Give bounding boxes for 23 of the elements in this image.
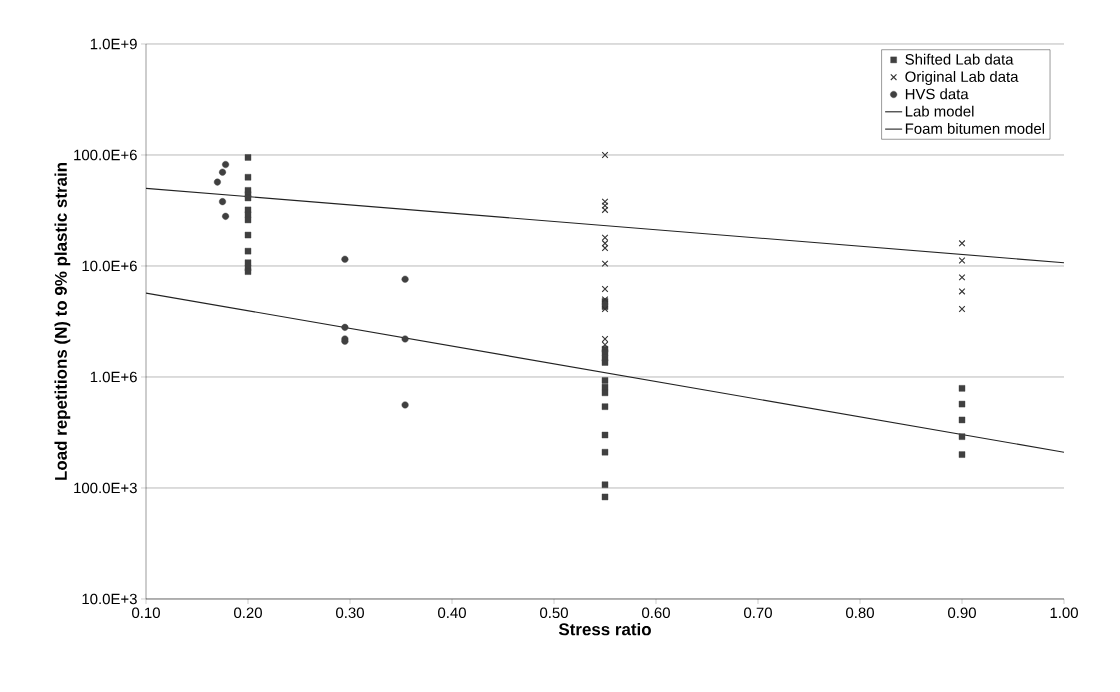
legend-label: HVS data xyxy=(905,88,969,100)
legend-label: Foam bitumen model xyxy=(905,122,1045,134)
y-tick-label: 1.0E+9 xyxy=(90,38,137,50)
x-tick-label: 0.70 xyxy=(744,607,772,619)
x-tick-label: 0.10 xyxy=(132,607,160,619)
x-tick-label: 0.30 xyxy=(336,607,364,619)
y-tick-label: 100.0E+3 xyxy=(74,482,137,494)
x-axis-title: Stress ratio xyxy=(558,622,651,636)
legend-label: Original Lab data xyxy=(905,71,1019,85)
x-tick-label: 0.80 xyxy=(846,607,874,619)
legend-label: Shifted Lab data xyxy=(905,53,1014,65)
y-tick-label: 100.0E+6 xyxy=(74,149,137,161)
y-axis-title: Load repetitions (N) to 9% plastic strain xyxy=(54,163,71,480)
x-tick-label: 0.60 xyxy=(642,607,670,619)
x-tick-label: 0.90 xyxy=(948,607,976,619)
x-tick-label: 0.40 xyxy=(438,607,466,619)
y-tick-label: 10.0E+3 xyxy=(82,593,137,605)
x-tick-label: 0.50 xyxy=(540,607,568,619)
x-tick-label: 1.00 xyxy=(1050,607,1078,619)
legend-label: Lab model xyxy=(905,105,974,117)
y-tick-label: 1.0E+6 xyxy=(90,371,137,383)
x-tick-label: 0.20 xyxy=(234,607,262,619)
y-tick-label: 10.0E+6 xyxy=(82,260,137,272)
